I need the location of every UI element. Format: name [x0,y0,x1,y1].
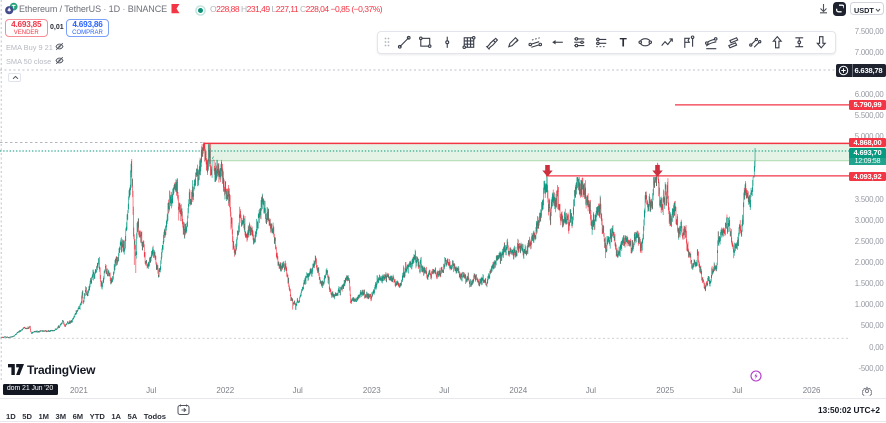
svg-text:T: T [620,36,628,49]
